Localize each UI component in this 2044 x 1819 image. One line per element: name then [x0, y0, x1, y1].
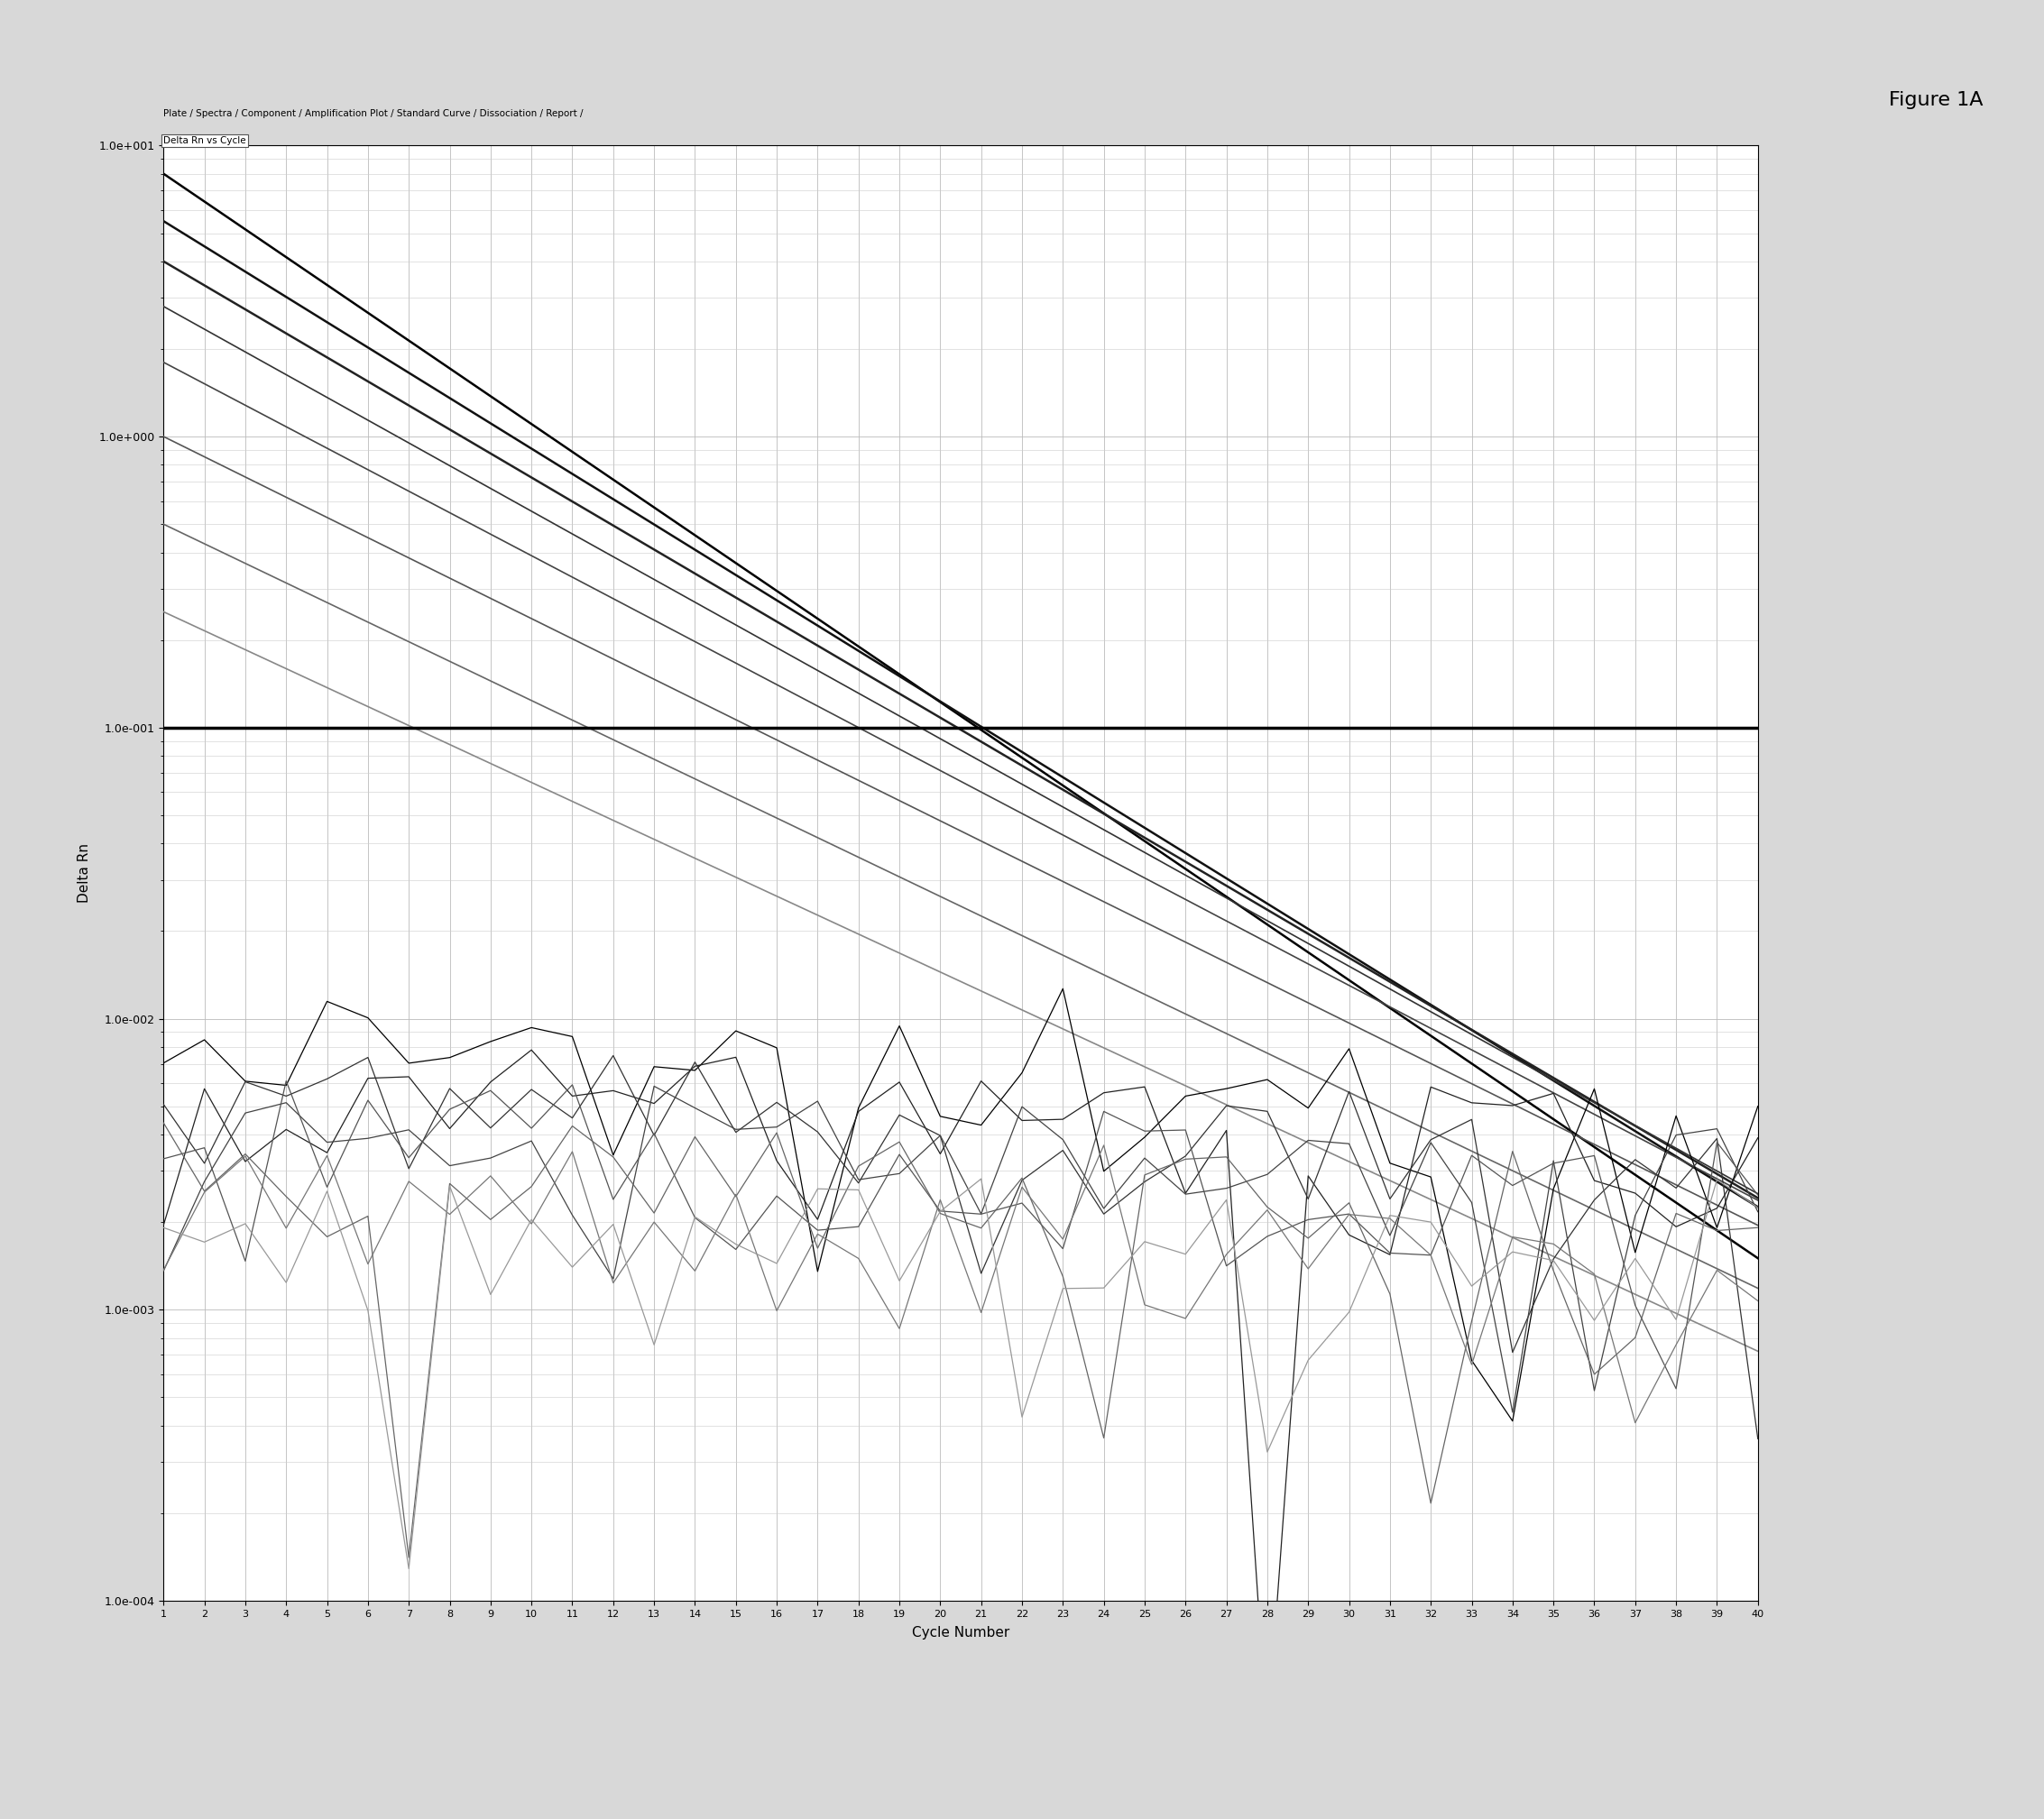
Text: Figure 1A: Figure 1A: [1889, 91, 1983, 109]
Text: Delta Rn vs Cycle: Delta Rn vs Cycle: [164, 136, 245, 146]
X-axis label: Cycle Number: Cycle Number: [912, 1626, 1010, 1639]
Y-axis label: Delta Rn: Delta Rn: [78, 844, 92, 902]
Text: Plate / Spectra / Component / Amplification Plot / Standard Curve / Dissociation: Plate / Spectra / Component / Amplificat…: [164, 109, 583, 118]
